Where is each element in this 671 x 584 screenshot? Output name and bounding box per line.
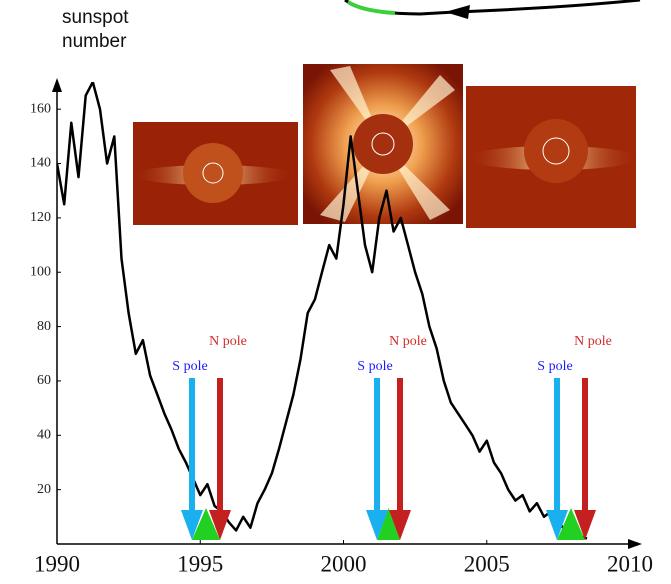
page: 20 40 60 80 100 120 140 160 1990 1995 2000 2005 2010… [0,0,671,584]
pole-label: S pole [357,359,392,374]
y-tick-label: 120 [30,210,51,225]
pole-label: N pole [574,334,612,349]
y-tick-label: 40 [37,428,51,443]
y-tick-label: 60 [37,373,51,388]
x-tick-label: 2005 [464,551,510,576]
pole-label: S pole [172,359,207,374]
pole-label: S pole [537,359,572,374]
pole-label: N pole [209,334,247,349]
x-tick-label: 1990 [34,551,80,576]
coronagraph-image [466,86,638,228]
x-tick-label: 2000 [321,551,367,576]
pole-label: N pole [389,334,427,349]
coronagraph-image [133,122,298,225]
y-tick-label: 160 [30,101,51,116]
y-tick-label: 140 [30,156,51,171]
x-tick-label: 1995 [177,551,223,576]
y-axis-label: sunspot number [62,6,132,54]
x-tick-label: 2010 [607,551,653,576]
cycle-arrow [345,0,640,19]
chart: 20 40 60 80 100 120 140 160 1990 1995 2000 2005 2010… [0,0,671,584]
y-tick-label: 100 [30,264,51,279]
y-tick-label: 20 [37,482,51,497]
y-axis-arrow [52,78,62,92]
y-tick-label: 80 [37,319,51,334]
